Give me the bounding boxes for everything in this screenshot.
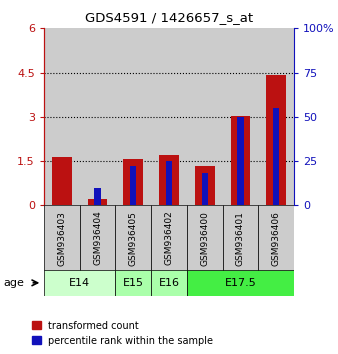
Bar xyxy=(44,28,80,205)
Legend: transformed count, percentile rank within the sample: transformed count, percentile rank withi… xyxy=(32,321,213,346)
Bar xyxy=(231,116,250,205)
Bar xyxy=(80,28,115,205)
Text: GSM936401: GSM936401 xyxy=(236,211,245,266)
Bar xyxy=(94,188,101,205)
Bar xyxy=(115,270,151,296)
Text: GSM936405: GSM936405 xyxy=(129,211,138,266)
Bar xyxy=(151,270,187,296)
Text: GSM936400: GSM936400 xyxy=(200,211,209,266)
Text: E17.5: E17.5 xyxy=(224,278,256,288)
Bar xyxy=(195,166,215,205)
Bar xyxy=(44,270,115,296)
Text: E15: E15 xyxy=(123,278,144,288)
Title: GDS4591 / 1426657_s_at: GDS4591 / 1426657_s_at xyxy=(85,11,253,24)
Bar xyxy=(201,173,208,205)
Bar xyxy=(88,199,107,205)
Text: GSM936404: GSM936404 xyxy=(93,211,102,266)
Bar xyxy=(237,117,244,205)
Bar xyxy=(266,75,286,205)
Text: age: age xyxy=(3,278,24,288)
Bar xyxy=(258,28,294,205)
Bar xyxy=(115,205,151,271)
Bar xyxy=(258,205,294,271)
Bar xyxy=(187,270,294,296)
Text: GSM936406: GSM936406 xyxy=(272,211,281,266)
Bar xyxy=(80,205,115,271)
Bar xyxy=(223,205,258,271)
Text: GSM936402: GSM936402 xyxy=(165,211,173,266)
Bar xyxy=(52,156,72,205)
Bar xyxy=(187,28,223,205)
Text: E16: E16 xyxy=(159,278,179,288)
Bar xyxy=(44,205,80,271)
Bar xyxy=(130,166,137,205)
Bar xyxy=(151,28,187,205)
Bar xyxy=(159,155,179,205)
Bar xyxy=(151,205,187,271)
Bar xyxy=(123,159,143,205)
Bar xyxy=(115,28,151,205)
Bar xyxy=(166,161,172,205)
Text: GSM936403: GSM936403 xyxy=(57,211,66,266)
Bar xyxy=(223,28,258,205)
Bar xyxy=(187,205,223,271)
Text: E14: E14 xyxy=(69,278,90,288)
Bar xyxy=(273,108,280,205)
